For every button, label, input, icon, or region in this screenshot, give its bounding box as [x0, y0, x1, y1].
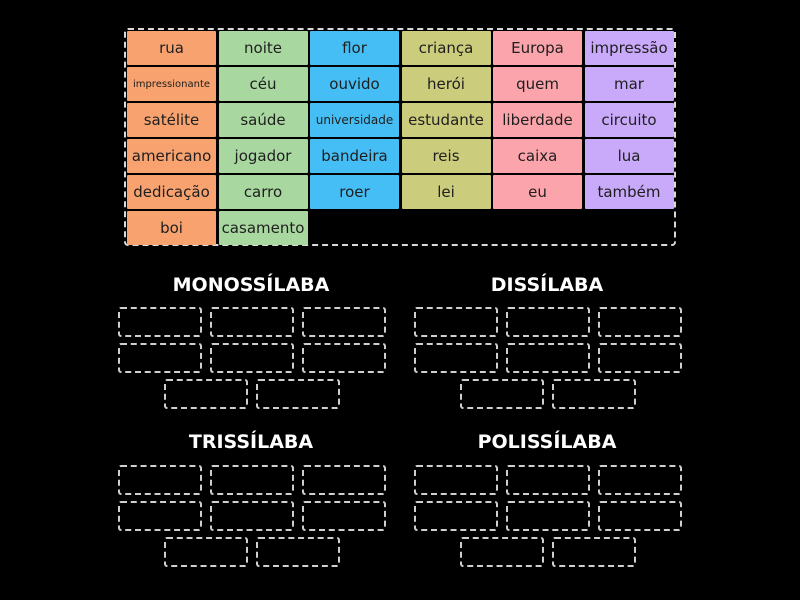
drop-slot-trissilaba[interactable] [118, 501, 202, 531]
drop-slot-trissilaba[interactable] [302, 465, 386, 495]
drop-slot-trissilaba[interactable] [302, 501, 386, 531]
drop-slot-monossilaba[interactable] [164, 379, 248, 409]
drop-slot-dissilaba[interactable] [460, 379, 544, 409]
drop-slot-monossilaba[interactable] [302, 343, 386, 373]
group-title-trissilaba: TRISSÍLABA [188, 431, 314, 453]
drop-slot-polissilaba[interactable] [598, 501, 682, 531]
drop-slot-monossilaba[interactable] [210, 307, 294, 337]
drop-slot-monossilaba[interactable] [210, 343, 294, 373]
word-tile[interactable]: estudante [401, 103, 491, 137]
word-tile[interactable]: herói [401, 67, 491, 101]
word-tile[interactable]: liberdade [493, 103, 582, 137]
drop-slot-monossilaba[interactable] [118, 343, 202, 373]
drop-slot-polissilaba[interactable] [506, 501, 590, 531]
word-tile[interactable]: reis [401, 139, 491, 173]
word-tile[interactable]: rua [127, 31, 216, 65]
drop-slot-monossilaba[interactable] [118, 307, 202, 337]
drop-slot-dissilaba[interactable] [506, 343, 590, 373]
group-title-monossilaba: MONOSSÍLABA [172, 274, 330, 296]
drop-slot-monossilaba[interactable] [256, 379, 340, 409]
drop-slot-dissilaba[interactable] [598, 343, 682, 373]
drop-slot-trissilaba[interactable] [118, 465, 202, 495]
drop-slot-monossilaba[interactable] [302, 307, 386, 337]
word-tile[interactable]: lei [401, 175, 491, 209]
word-tile[interactable]: mar [584, 67, 674, 101]
drop-slot-trissilaba[interactable] [210, 501, 294, 531]
word-tile[interactable]: jogador [218, 139, 308, 173]
word-tile[interactable]: boi [127, 211, 216, 245]
word-tile[interactable]: criança [401, 31, 491, 65]
word-tile[interactable]: bandeira [310, 139, 399, 173]
word-tile[interactable]: carro [218, 175, 308, 209]
drop-slot-polissilaba[interactable] [506, 465, 590, 495]
drop-slot-polissilaba[interactable] [598, 465, 682, 495]
drop-slot-trissilaba[interactable] [210, 465, 294, 495]
word-tile[interactable]: ouvido [310, 67, 399, 101]
word-tile[interactable]: quem [493, 67, 582, 101]
word-tile[interactable]: também [584, 175, 674, 209]
word-tile[interactable]: casamento [218, 211, 308, 245]
word-tile[interactable]: roer [310, 175, 399, 209]
word-tile[interactable]: americano [127, 139, 216, 173]
word-tile[interactable]: dedicação [127, 175, 216, 209]
group-title-polissilaba: POLISSÍLABA [477, 431, 617, 453]
word-tile[interactable]: lua [584, 139, 674, 173]
word-tile[interactable]: circuito [584, 103, 674, 137]
word-tile[interactable]: noite [218, 31, 308, 65]
drop-slot-dissilaba[interactable] [506, 307, 590, 337]
drop-slot-trissilaba[interactable] [164, 537, 248, 567]
word-tile[interactable]: céu [218, 67, 308, 101]
drop-slot-polissilaba[interactable] [414, 501, 498, 531]
drop-slot-dissilaba[interactable] [414, 343, 498, 373]
word-tile[interactable]: saúde [218, 103, 308, 137]
word-tile[interactable]: caixa [493, 139, 582, 173]
group-title-dissilaba: DISSÍLABA [490, 274, 604, 296]
drop-slot-dissilaba[interactable] [552, 379, 636, 409]
word-tile[interactable]: eu [493, 175, 582, 209]
word-tile[interactable]: flor [310, 31, 399, 65]
word-tile[interactable]: impressão [584, 31, 674, 65]
drop-slot-polissilaba[interactable] [460, 537, 544, 567]
drop-slot-dissilaba[interactable] [414, 307, 498, 337]
word-tile[interactable]: impressionante [127, 67, 216, 101]
word-bank: rua impressionante satélite americano dedica… [124, 28, 676, 246]
drop-slot-trissilaba[interactable] [256, 537, 340, 567]
drop-slot-dissilaba[interactable] [598, 307, 682, 337]
word-tile[interactable]: Europa [493, 31, 582, 65]
drop-slot-polissilaba[interactable] [414, 465, 498, 495]
word-tile[interactable]: universidade [310, 103, 399, 137]
word-tile[interactable]: satélite [127, 103, 216, 137]
drop-slot-polissilaba[interactable] [552, 537, 636, 567]
